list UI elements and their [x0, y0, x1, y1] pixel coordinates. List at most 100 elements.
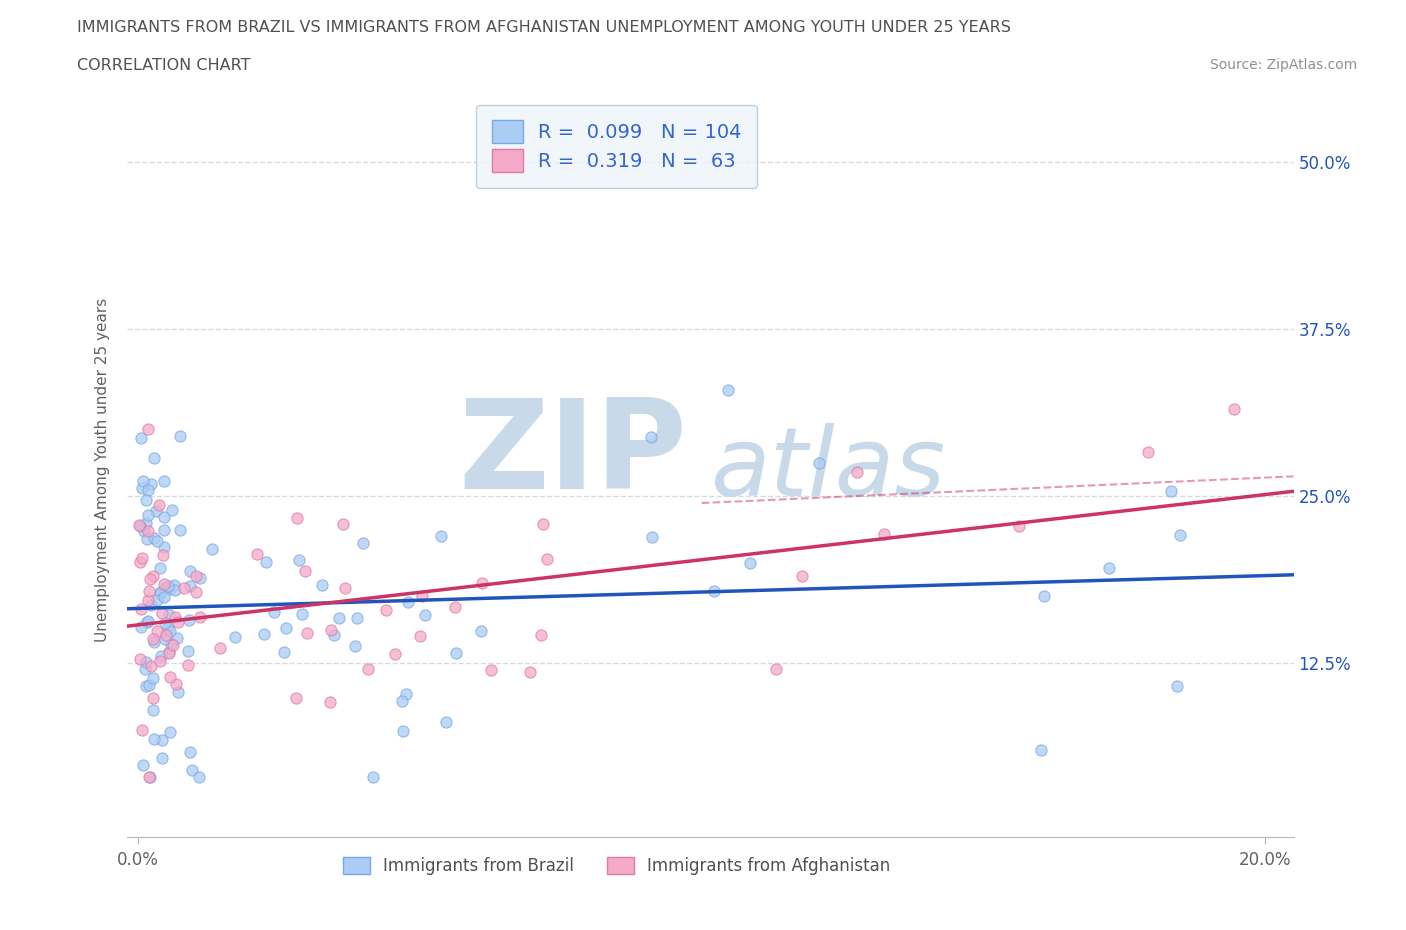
Point: [173, 581, 195, 596]
Point: [139, 769, 162, 784]
Point: [288, 552, 311, 567]
Point: [321, 622, 343, 637]
Point: [284, 691, 307, 706]
Point: [129, 619, 152, 634]
Point: [471, 575, 494, 590]
Point: [152, 510, 174, 525]
Y-axis label: Unemployment Among Youth under 25 years: Unemployment Among Youth under 25 years: [94, 298, 110, 642]
Point: [530, 628, 553, 643]
Point: [153, 539, 176, 554]
Point: [273, 644, 295, 659]
Point: [159, 670, 181, 684]
Point: [157, 620, 180, 635]
Point: [152, 522, 174, 537]
Point: [132, 757, 155, 772]
Point: [136, 532, 159, 547]
Point: [129, 602, 152, 617]
Point: [152, 548, 174, 563]
Point: [136, 615, 159, 630]
Point: [150, 605, 173, 620]
Point: [411, 589, 433, 604]
Point: [155, 627, 177, 642]
Point: [138, 678, 160, 693]
Point: [434, 714, 457, 729]
Point: [150, 751, 173, 765]
Point: [294, 564, 316, 578]
Point: [136, 524, 159, 538]
Point: [136, 592, 159, 607]
Point: [391, 694, 413, 709]
Point: [153, 590, 176, 604]
Point: [177, 644, 200, 658]
Point: [159, 623, 181, 638]
Point: [253, 627, 276, 642]
Point: [142, 635, 165, 650]
Point: [160, 502, 183, 517]
Point: [1166, 679, 1188, 694]
Point: [148, 498, 170, 512]
Point: [166, 631, 188, 645]
Point: [146, 592, 169, 607]
Point: [136, 508, 159, 523]
Point: [141, 658, 163, 673]
Point: [177, 613, 200, 628]
Point: [479, 663, 502, 678]
Point: [374, 603, 396, 618]
Point: [200, 541, 222, 556]
Point: [328, 610, 350, 625]
Point: [1137, 445, 1160, 459]
Point: [136, 483, 159, 498]
Point: [179, 579, 201, 594]
Point: [169, 523, 191, 538]
Point: [808, 456, 831, 471]
Point: [165, 677, 187, 692]
Point: [136, 421, 159, 436]
Point: [142, 632, 165, 647]
Point: [167, 684, 190, 699]
Point: [536, 551, 558, 566]
Point: [143, 731, 166, 746]
Point: [765, 662, 787, 677]
Text: Source: ZipAtlas.com: Source: ZipAtlas.com: [1209, 58, 1357, 72]
Point: [166, 615, 188, 630]
Point: [159, 644, 181, 659]
Text: ZIP: ZIP: [458, 394, 686, 515]
Point: [1160, 484, 1182, 498]
Point: [323, 628, 346, 643]
Point: [845, 464, 868, 479]
Point: [1032, 589, 1054, 604]
Point: [142, 702, 165, 717]
Point: [157, 646, 180, 661]
Point: [163, 578, 186, 592]
Point: [297, 625, 319, 640]
Point: [159, 725, 181, 740]
Point: [274, 620, 297, 635]
Point: [159, 581, 181, 596]
Point: [156, 578, 179, 593]
Point: [131, 551, 153, 565]
Text: IMMIGRANTS FROM BRAZIL VS IMMIGRANTS FROM AFGHANISTAN UNEMPLOYMENT AMONG YOUTH U: IMMIGRANTS FROM BRAZIL VS IMMIGRANTS FRO…: [77, 20, 1011, 35]
Point: [291, 607, 314, 622]
Point: [134, 661, 156, 676]
Point: [188, 571, 211, 586]
Point: [149, 561, 172, 576]
Point: [332, 516, 354, 531]
Point: [1168, 528, 1191, 543]
Point: [157, 607, 180, 622]
Point: [163, 609, 186, 624]
Point: [153, 616, 176, 631]
Point: [150, 733, 173, 748]
Point: [443, 599, 465, 614]
Point: [186, 585, 208, 600]
Point: [145, 623, 167, 638]
Point: [139, 476, 162, 491]
Point: [1029, 742, 1052, 757]
Point: [717, 382, 740, 397]
Point: [531, 516, 554, 531]
Point: [169, 429, 191, 444]
Point: [129, 554, 152, 569]
Point: [145, 503, 167, 518]
Point: [346, 611, 368, 626]
Point: [409, 629, 432, 644]
Point: [333, 580, 356, 595]
